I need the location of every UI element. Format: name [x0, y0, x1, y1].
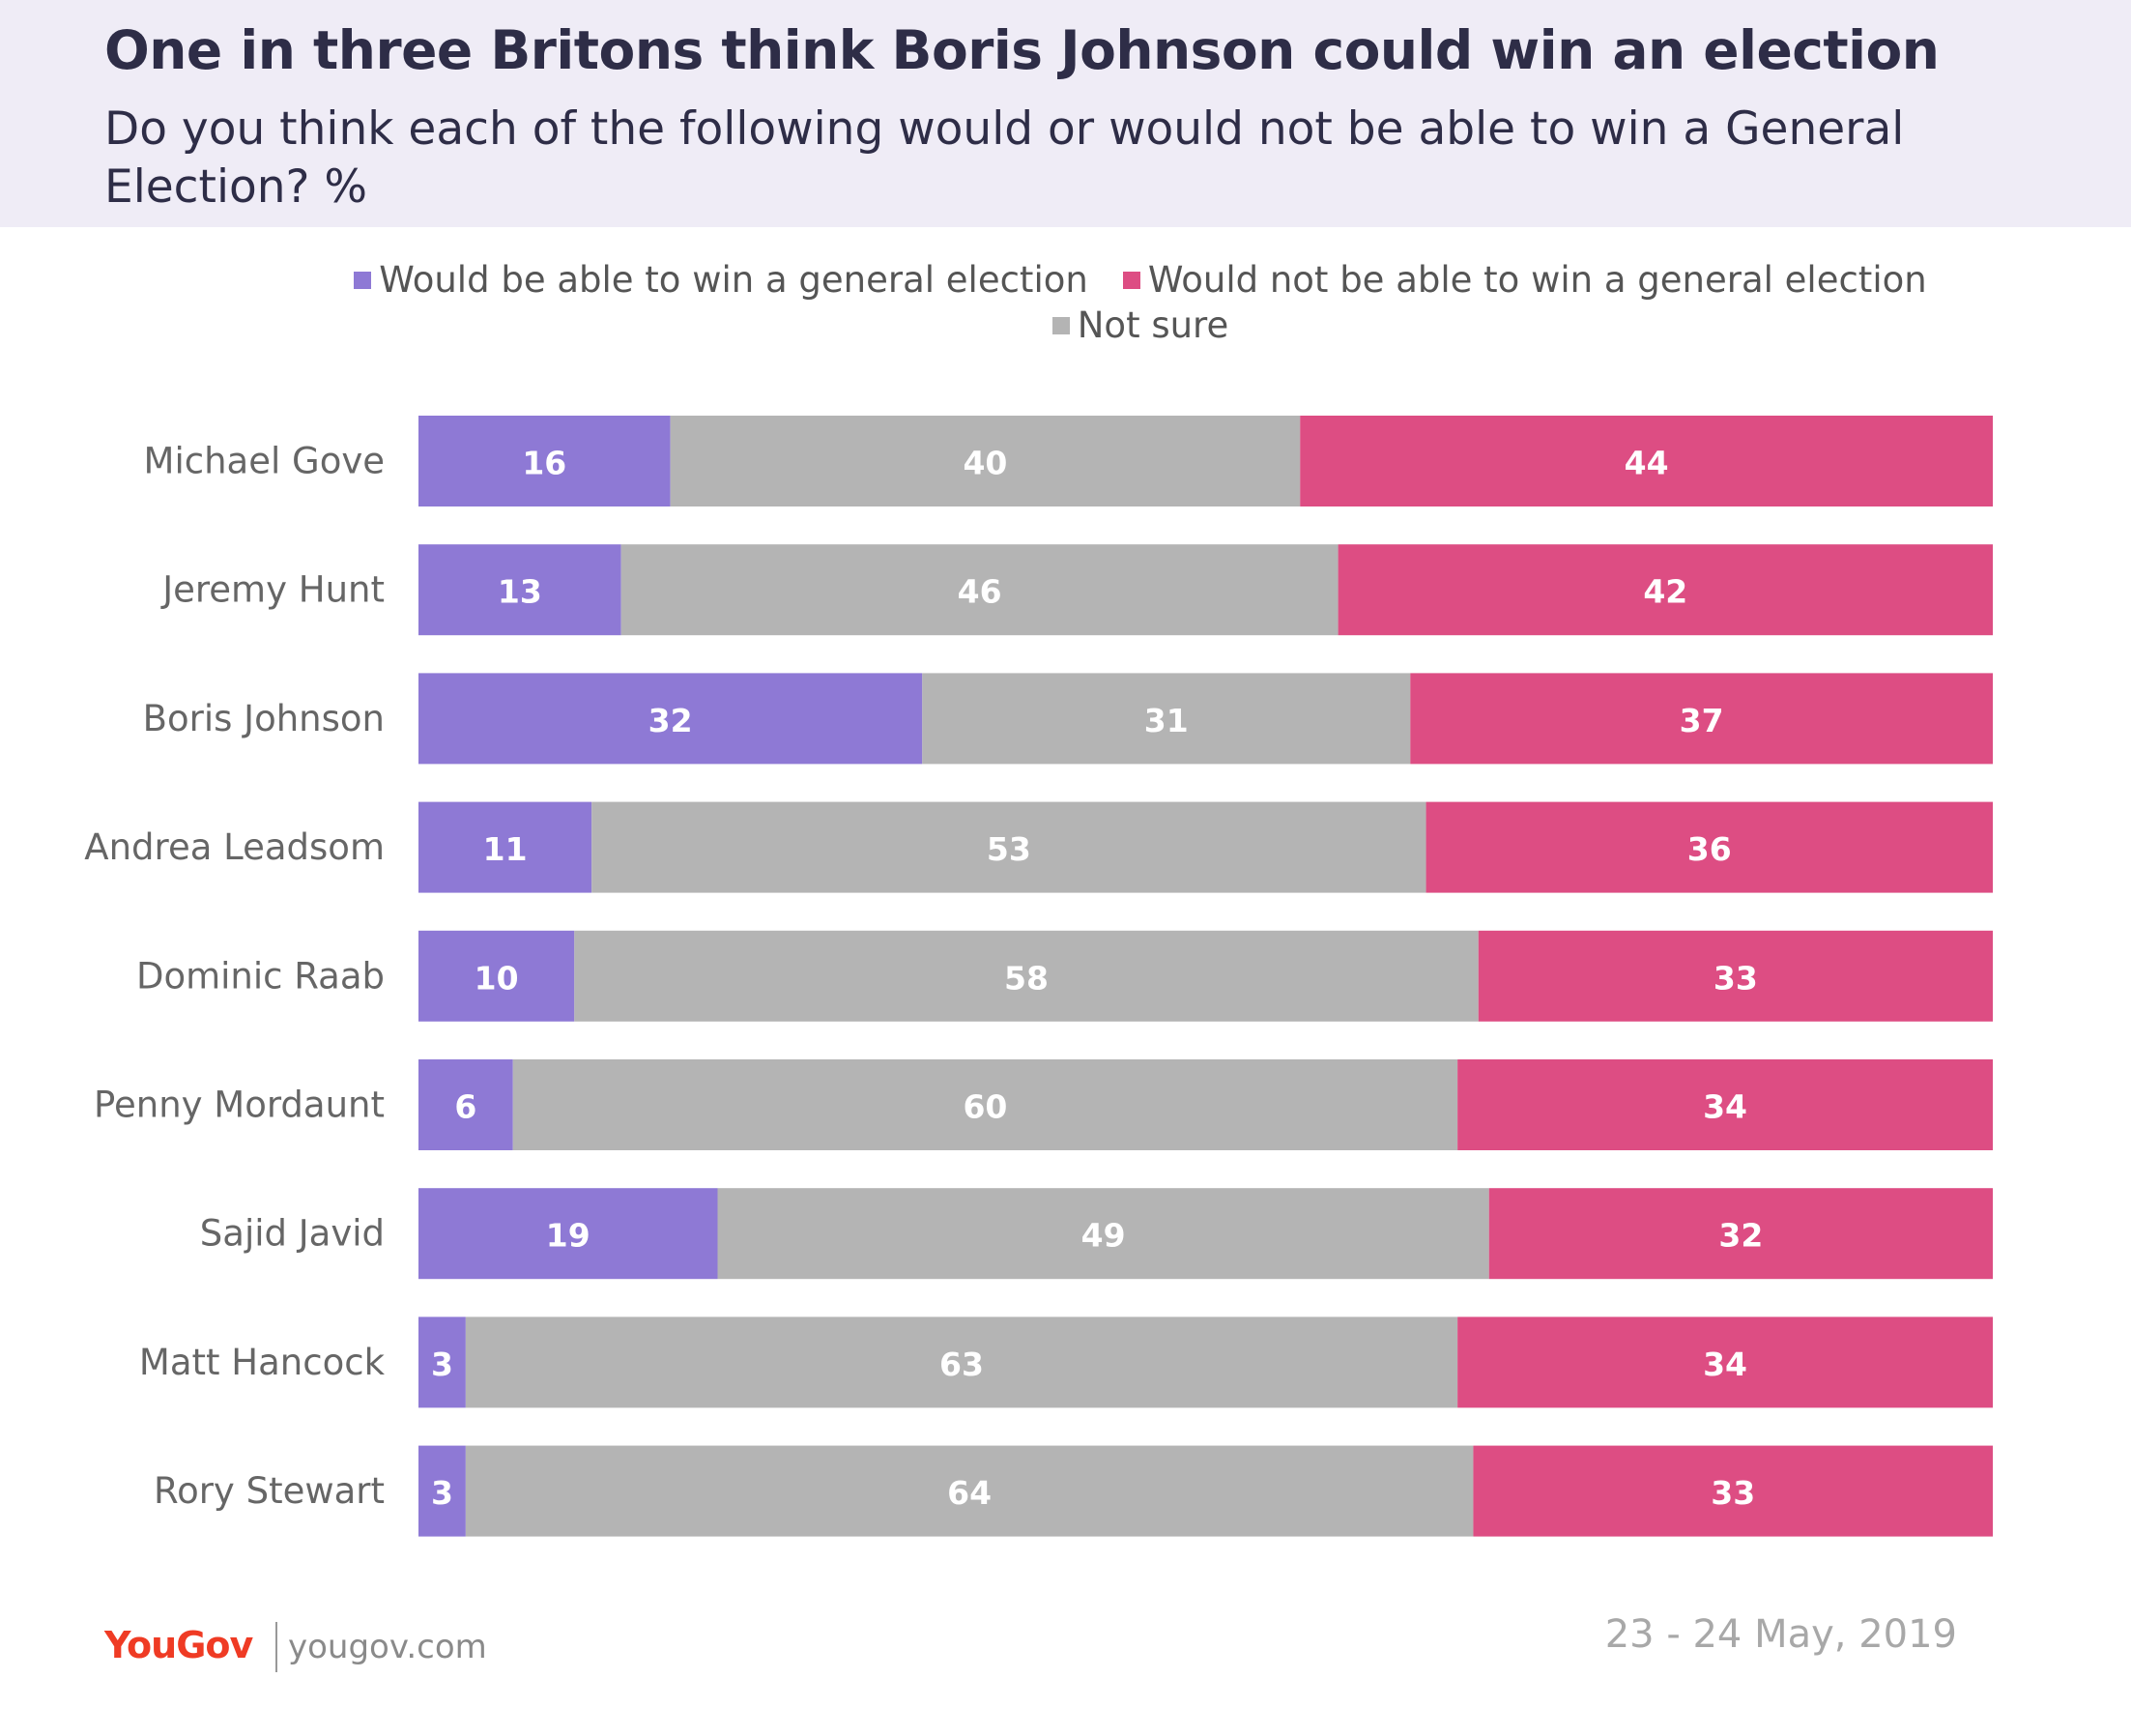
- data-label-boris-johnson-would-not-be-able-to-win-a-general-election: 37: [1680, 702, 1724, 739]
- data-label-sajid-javid-not-sure: 49: [1081, 1217, 1126, 1255]
- bar-rory-stewart-not-sure: [465, 1445, 1474, 1537]
- data-label-andrea-leadsom-would-be-able-to-win-a-general-election: 11: [483, 830, 528, 868]
- bar-michael-gove-not-sure: [670, 416, 1301, 506]
- legend-label-not-sure: Not sure: [1077, 304, 1229, 346]
- legend-item-able: Would be able to win a general election: [354, 259, 1088, 301]
- data-label-dominic-raab-not-sure: 58: [1004, 959, 1049, 997]
- data-label-boris-johnson-would-be-able-to-win-a-general-election: 32: [648, 702, 693, 739]
- data-label-michael-gove-would-not-be-able-to-win-a-general-election: 44: [1625, 445, 1669, 482]
- data-label-rory-stewart-would-not-be-able-to-win-a-general-election: 33: [1711, 1474, 1755, 1512]
- data-label-michael-gove-would-be-able-to-win-a-general-election: 16: [522, 445, 566, 482]
- bar-boris-johnson-would-be-able-to-win-a-general-election: [418, 673, 923, 765]
- legend-item-not-sure: Not sure: [1051, 304, 1229, 346]
- legend-label-able: Would be able to win a general election: [379, 259, 1088, 301]
- header-band: One in three Britons think Boris Johnson…: [0, 0, 2131, 227]
- data-label-sajid-javid-would-not-be-able-to-win-a-general-election: 32: [1718, 1217, 1763, 1255]
- legend-label-not-able: Would not be able to win a general elect…: [1147, 259, 1927, 301]
- category-label-sajid-javid: Sajid Javid: [200, 1213, 385, 1255]
- data-label-sajid-javid-would-be-able-to-win-a-general-election: 19: [546, 1217, 590, 1255]
- data-label-matt-hancock-would-not-be-able-to-win-a-general-election: 34: [1703, 1345, 1747, 1383]
- bar-rory-stewart-would-not-be-able-to-win-a-general-election: [1473, 1445, 1993, 1537]
- legend-swatch-able: [354, 271, 372, 289]
- bar-penny-mordaunt-would-not-be-able-to-win-a-general-election: [1457, 1059, 1993, 1150]
- data-label-boris-johnson-not-sure: 31: [1144, 702, 1189, 739]
- bar-andrea-leadsom-would-not-be-able-to-win-a-general-election: [1425, 801, 1993, 893]
- footer-separator: [275, 1622, 277, 1672]
- bar-matt-hancock-not-sure: [465, 1316, 1458, 1408]
- bar-jeremy-hunt-not-sure: [620, 544, 1339, 636]
- bar-dominic-raab-would-not-be-able-to-win-a-general-election: [1478, 930, 1993, 1022]
- category-label-rory-stewart: Rory Stewart: [154, 1470, 385, 1512]
- bar-boris-johnson-would-not-be-able-to-win-a-general-election: [1410, 673, 1993, 765]
- bar-andrea-leadsom-not-sure: [591, 801, 1426, 893]
- bar-jeremy-hunt-would-be-able-to-win-a-general-election: [418, 544, 621, 636]
- category-label-penny-mordaunt: Penny Mordaunt: [94, 1085, 385, 1126]
- data-label-andrea-leadsom-would-not-be-able-to-win-a-general-election: 36: [1687, 830, 1732, 868]
- bar-sajid-javid-would-be-able-to-win-a-general-election: [418, 1188, 718, 1280]
- yougov-logo: YouGov: [104, 1624, 253, 1666]
- data-label-penny-mordaunt-would-not-be-able-to-win-a-general-election: 34: [1703, 1088, 1747, 1126]
- category-label-boris-johnson: Boris Johnson: [143, 698, 385, 739]
- data-label-penny-mordaunt-would-be-able-to-win-a-general-election: 6: [454, 1088, 476, 1126]
- chart-subtitle: Do you think each of the following would…: [104, 102, 1905, 214]
- bar-dominic-raab-would-be-able-to-win-a-general-election: [418, 930, 575, 1022]
- category-label-michael-gove: Michael Gove: [144, 441, 385, 482]
- data-label-rory-stewart-not-sure: 64: [947, 1474, 992, 1512]
- bar-sajid-javid-not-sure: [717, 1188, 1489, 1280]
- data-label-jeremy-hunt-not-sure: 46: [958, 573, 1002, 611]
- bar-michael-gove-would-be-able-to-win-a-general-election: [418, 416, 671, 506]
- bar-matt-hancock-would-be-able-to-win-a-general-election: [418, 1316, 466, 1408]
- bar-dominic-raab-not-sure: [574, 930, 1479, 1022]
- data-label-rory-stewart-would-be-able-to-win-a-general-election: 3: [431, 1474, 453, 1512]
- data-label-jeremy-hunt-would-not-be-able-to-win-a-general-election: 42: [1643, 573, 1687, 611]
- bar-sajid-javid-would-not-be-able-to-win-a-general-election: [1488, 1188, 1993, 1280]
- legend-item-not-able: Would not be able to win a general elect…: [1122, 259, 1927, 301]
- category-label-jeremy-hunt: Jeremy Hunt: [160, 569, 385, 611]
- data-label-andrea-leadsom-not-sure: 53: [987, 830, 1031, 868]
- data-label-michael-gove-not-sure: 40: [963, 445, 1007, 482]
- legend: Would be able to win a general election …: [290, 259, 1991, 346]
- data-label-matt-hancock-not-sure: 63: [939, 1345, 984, 1383]
- category-label-andrea-leadsom: Andrea Leadsom: [84, 826, 385, 868]
- bar-michael-gove-would-not-be-able-to-win-a-general-election: [1300, 416, 1993, 506]
- chart-title: One in three Britons think Boris Johnson…: [104, 19, 1940, 81]
- bar-andrea-leadsom-would-be-able-to-win-a-general-election: [418, 801, 592, 893]
- legend-swatch-not-able: [1122, 271, 1140, 289]
- data-label-penny-mordaunt-not-sure: 60: [963, 1088, 1007, 1126]
- bar-jeremy-hunt-would-not-be-able-to-win-a-general-election: [1338, 544, 1993, 636]
- data-label-matt-hancock-would-be-able-to-win-a-general-election: 3: [431, 1345, 453, 1383]
- bar-rory-stewart-would-be-able-to-win-a-general-election: [418, 1445, 466, 1537]
- data-label-dominic-raab-would-be-able-to-win-a-general-election: 10: [475, 959, 519, 997]
- legend-swatch-not-sure: [1051, 316, 1070, 334]
- category-label-dominic-raab: Dominic Raab: [136, 955, 385, 997]
- bar-matt-hancock-would-not-be-able-to-win-a-general-election: [1457, 1316, 1993, 1408]
- bar-penny-mordaunt-not-sure: [512, 1059, 1458, 1150]
- data-label-jeremy-hunt-would-be-able-to-win-a-general-election: 13: [498, 573, 542, 611]
- category-label-matt-hancock: Matt Hancock: [139, 1342, 386, 1383]
- data-label-dominic-raab-would-not-be-able-to-win-a-general-election: 33: [1713, 959, 1758, 997]
- footer-website: yougov.com: [288, 1628, 487, 1666]
- survey-date: 23 - 24 May, 2019: [1604, 1612, 1957, 1657]
- bar-penny-mordaunt-would-be-able-to-win-a-general-election: [418, 1059, 513, 1150]
- bar-boris-johnson-not-sure: [922, 673, 1411, 765]
